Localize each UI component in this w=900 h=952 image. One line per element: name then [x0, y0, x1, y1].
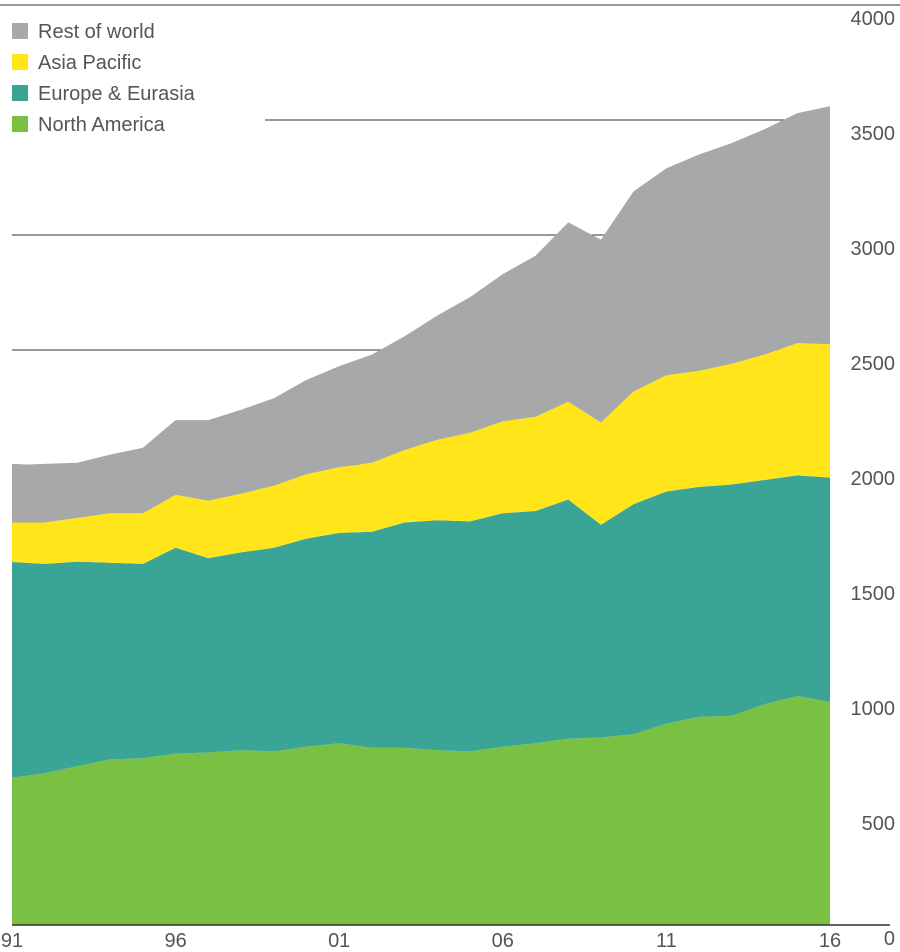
y-tick-label: 2000 [851, 468, 896, 490]
area [12, 696, 830, 925]
legend-background [0, 7, 265, 140]
legend-label: Rest of world [38, 21, 155, 43]
y-tick-label: 2500 [851, 353, 896, 375]
legend-swatch [12, 85, 28, 101]
y-tick-label: 500 [862, 813, 895, 835]
x-tick-label: 11 [656, 930, 677, 952]
legend-swatch [12, 116, 28, 132]
legend-label: North America [38, 114, 166, 136]
y-tick-label: 3500 [851, 123, 896, 145]
x-tick-label: 06 [492, 930, 514, 952]
area [12, 343, 830, 564]
y-tick-label: 4000 [851, 8, 896, 30]
legend-label: Asia Pacific [38, 52, 141, 74]
x-tick-label: 16 [819, 930, 841, 952]
x-tick-label: 91 [1, 930, 23, 952]
legend-swatch [12, 54, 28, 70]
x-tick-label: 96 [164, 930, 186, 952]
y-tick-label: 1000 [851, 698, 896, 720]
legend-label: Europe & Eurasia [38, 83, 196, 105]
x-tick-label: 01 [328, 930, 350, 952]
area [12, 106, 830, 523]
y-tick-label: 1500 [851, 583, 896, 605]
y-tick-label: 0 [884, 928, 895, 950]
legend-swatch [12, 23, 28, 39]
area [12, 475, 830, 778]
y-tick-label: 3000 [851, 238, 896, 260]
